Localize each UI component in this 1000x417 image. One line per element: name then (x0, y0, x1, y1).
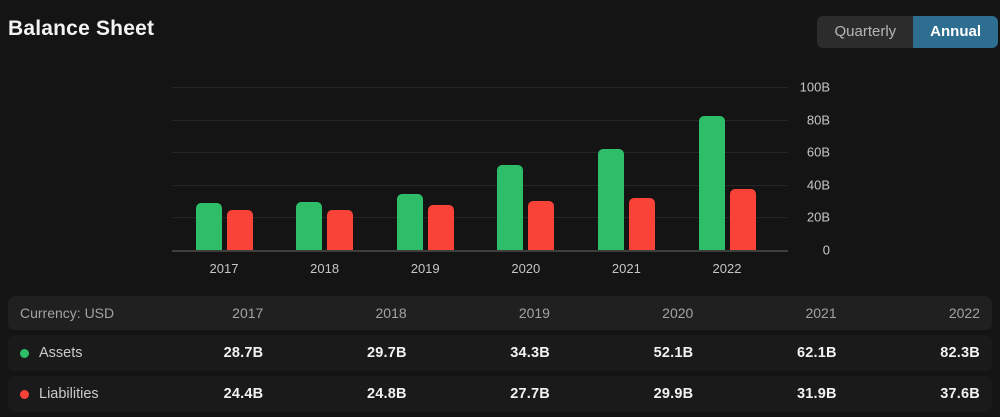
x-axis-tick-label: 2020 (511, 261, 541, 276)
assets-bar-2020[interactable] (497, 165, 524, 250)
y-axis-tick-label: 0 (822, 242, 830, 258)
liabilities-bar-2021[interactable] (628, 198, 655, 250)
page-title: Balance Sheet (8, 17, 155, 40)
y-axis-tick-label: 40B (806, 177, 830, 193)
row-label-cell: Liabilities (20, 386, 120, 402)
year-column-header: 2020 (662, 305, 694, 321)
bar-group-2017 (195, 203, 253, 250)
value-cell: 82.3B (940, 345, 980, 361)
liabilities-legend-dot-icon (20, 389, 29, 399)
liabilities-bar-2017[interactable] (226, 210, 253, 250)
assets-bar-2021[interactable] (597, 148, 624, 250)
chart-x-axis: 2017 2018 2019 2020 2021 2022 (172, 261, 788, 277)
y-axis-tick-label: 60B (806, 144, 830, 160)
value-cell: 52.1B (653, 345, 694, 361)
assets-legend-dot-icon (20, 348, 29, 358)
value-cell: 37.6B (940, 386, 980, 402)
liabilities-bar-2018[interactable] (327, 209, 354, 250)
year-column-header: 2019 (518, 305, 550, 321)
liabilities-bar-2020[interactable] (528, 201, 555, 250)
year-column-header: 2021 (805, 305, 837, 321)
value-cell: 28.7B (223, 345, 264, 361)
value-cell: 31.9B (796, 386, 837, 402)
assets-bar-2019[interactable] (396, 194, 423, 250)
value-cell: 24.8B (366, 386, 407, 402)
value-cell: 62.1B (796, 345, 837, 361)
table-row-assets: Assets 28.7B 29.7B 34.3B 52.1B 62.1B 82.3B (8, 335, 992, 371)
gridline (172, 184, 788, 186)
year-column-header: 2017 (232, 305, 264, 321)
bar-group-2021 (597, 148, 655, 250)
value-cell: 29.7B (366, 345, 407, 361)
assets-bar-2022[interactable] (698, 115, 725, 250)
gridline (172, 152, 788, 154)
value-cell: 34.3B (510, 345, 550, 361)
x-axis-tick-label: 2019 (410, 261, 440, 276)
bar-group-2018 (296, 201, 354, 250)
x-axis-tick-label: 2017 (209, 261, 239, 276)
quarterly-toggle-button[interactable]: Quarterly (817, 16, 914, 48)
assets-bar-2018[interactable] (296, 201, 323, 250)
year-column-header: 2018 (375, 305, 407, 321)
value-cell: 29.9B (653, 386, 694, 402)
period-toggle-group: Quarterly Annual (817, 16, 998, 48)
value-cell: 27.7B (510, 386, 550, 402)
value-cell: 24.4B (223, 386, 264, 402)
chart-y-axis: 0 20B 40B 60B 80B 100B (786, 80, 830, 258)
liabilities-bar-2022[interactable] (729, 188, 756, 250)
y-axis-tick-label: 80B (806, 112, 830, 128)
annual-toggle-button[interactable]: Annual (913, 16, 998, 48)
assets-bar-2017[interactable] (195, 203, 222, 250)
row-label-cell: Assets (20, 345, 120, 361)
balance-sheet-table: Currency: USD 2017 2018 2019 2020 2021 2022 Ass… (8, 296, 992, 417)
gridline (172, 217, 788, 219)
x-axis-tick-label: 2018 (310, 261, 340, 276)
y-axis-tick-label: 20B (806, 209, 830, 225)
bar-chart-plot (172, 87, 788, 252)
currency-label: Currency: USD (20, 305, 115, 321)
bar-group-2020 (497, 165, 555, 250)
row-label: Liabilities (39, 386, 99, 402)
gridline (172, 87, 788, 88)
bar-group-2019 (396, 194, 454, 250)
row-label: Assets (39, 345, 83, 361)
y-axis-tick-label: 100B (799, 79, 830, 95)
year-column-header: 2022 (948, 305, 980, 321)
table-header-row: Currency: USD 2017 2018 2019 2020 2021 2022 (8, 296, 992, 330)
bar-group-2022 (698, 115, 756, 250)
x-axis-tick-label: 2022 (712, 261, 742, 276)
gridline (172, 119, 788, 121)
liabilities-bar-2019[interactable] (427, 204, 454, 250)
x-axis-tick-label: 2021 (611, 261, 641, 276)
table-row-liabilities: Liabilities 24.4B 24.8B 27.7B 29.9B 31.9B 37.6… (8, 376, 992, 412)
